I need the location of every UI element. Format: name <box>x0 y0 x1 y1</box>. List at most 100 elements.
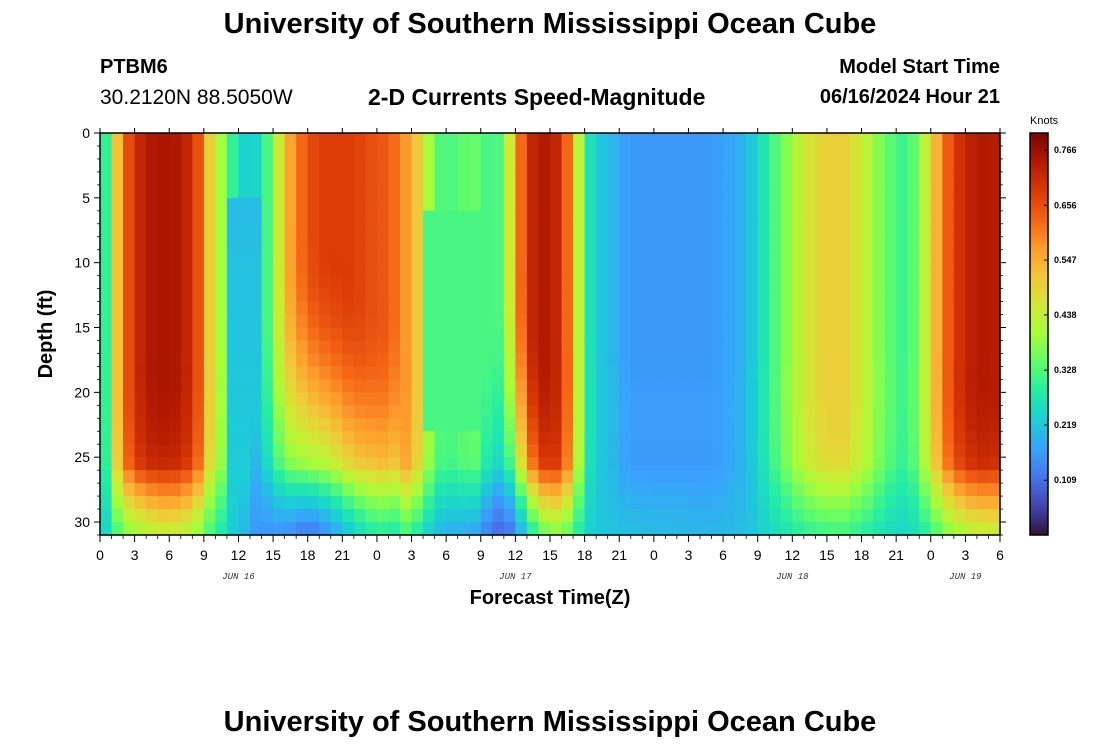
heatmap-cell <box>400 418 413 432</box>
heatmap-cell <box>861 392 874 406</box>
heatmap-cell <box>284 301 297 316</box>
heatmap-cell <box>365 197 378 212</box>
heatmap-cell <box>169 444 182 458</box>
heatmap-cell <box>826 275 840 290</box>
heatmap-cell <box>688 301 701 316</box>
heatmap-cell <box>261 366 274 380</box>
heatmap-cell <box>988 509 1001 523</box>
heatmap-cell <box>146 340 159 355</box>
heatmap-cell <box>757 405 770 419</box>
heatmap-cell <box>157 133 170 147</box>
heatmap-cell <box>492 301 505 316</box>
heatmap-cell <box>307 496 320 510</box>
heatmap-cell <box>342 470 355 484</box>
heatmap-cell <box>711 431 724 445</box>
heatmap-cell <box>423 314 436 329</box>
heatmap-cell <box>907 301 920 316</box>
heatmap-cell <box>596 457 609 471</box>
heatmap-cell <box>180 145 193 160</box>
heatmap-cell <box>988 392 1001 406</box>
heatmap-cell <box>746 470 759 484</box>
heatmap-cell <box>573 327 586 342</box>
heatmap-cell <box>676 314 690 329</box>
heatmap-cell <box>503 275 516 290</box>
heatmap-cell <box>538 509 551 523</box>
heatmap-cell <box>469 340 482 355</box>
heatmap-cell <box>261 158 274 173</box>
heatmap-cell <box>873 158 886 173</box>
heatmap-cell <box>953 236 966 251</box>
heatmap-cell <box>226 392 240 406</box>
heatmap-cell <box>376 509 390 523</box>
heatmap-cell <box>826 236 840 251</box>
heatmap-cell <box>550 223 563 238</box>
heatmap-cell <box>446 327 459 342</box>
heatmap-cell <box>100 353 113 368</box>
model-start-label: Model Start Time <box>839 56 1000 78</box>
heatmap-cell <box>376 275 390 290</box>
heatmap-cell <box>573 171 586 186</box>
heatmap-cell <box>469 470 482 484</box>
x-tick-label: 3 <box>408 547 416 563</box>
heatmap-cell <box>676 496 690 510</box>
heatmap-cell <box>146 366 159 380</box>
heatmap-cell <box>803 288 816 303</box>
heatmap-cell <box>100 249 113 264</box>
heatmap-cell <box>757 444 770 458</box>
heatmap-cell <box>607 457 620 471</box>
heatmap-cell <box>769 197 782 212</box>
heatmap-cell <box>411 353 424 368</box>
heatmap-cell <box>838 444 851 458</box>
heatmap-cell <box>746 210 759 225</box>
heatmap-cell <box>965 314 978 329</box>
heatmap-cell <box>953 145 966 160</box>
heatmap-cell <box>342 288 355 303</box>
heatmap-cell <box>157 288 170 303</box>
heatmap-cell <box>353 405 366 419</box>
heatmap-cell <box>192 405 205 419</box>
heatmap-cell <box>769 340 782 355</box>
heatmap-cell <box>111 249 124 264</box>
heatmap-cell <box>261 405 274 419</box>
heatmap-cell <box>503 171 516 186</box>
heatmap-cell <box>550 431 563 445</box>
heatmap-cell <box>723 210 736 225</box>
heatmap-cell <box>273 483 286 497</box>
heatmap-cell <box>815 262 828 277</box>
heatmap-cell <box>861 171 874 186</box>
x-tick-label: 18 <box>300 547 316 563</box>
heatmap-cell <box>873 470 886 484</box>
heatmap-cell <box>215 327 228 342</box>
heatmap-cell <box>457 509 470 523</box>
heatmap-cell <box>157 158 170 173</box>
heatmap-cell <box>284 158 297 173</box>
heatmap-cell <box>307 184 320 199</box>
heatmap-cell <box>815 327 828 342</box>
heatmap-cell <box>850 249 863 264</box>
heatmap-cell <box>215 483 228 497</box>
heatmap-cell <box>180 133 193 147</box>
heatmap-cell <box>607 184 620 199</box>
heatmap-cell <box>630 405 643 419</box>
heatmap-cell <box>365 288 378 303</box>
heatmap-cell <box>169 457 182 471</box>
heatmap-cell <box>538 418 551 432</box>
heatmap-cell <box>353 262 366 277</box>
heatmap-cell <box>619 366 632 380</box>
heatmap-cell <box>538 301 551 316</box>
heatmap-cell <box>896 301 909 316</box>
heatmap-cell <box>238 366 251 380</box>
heatmap-cell <box>976 405 990 419</box>
heatmap-cell <box>757 314 770 329</box>
heatmap-cell <box>584 158 597 173</box>
heatmap-cell <box>434 184 447 199</box>
heatmap-cell <box>400 262 413 277</box>
heatmap-cell <box>388 184 401 199</box>
heatmap-cell <box>492 522 505 536</box>
heatmap-cell <box>688 236 701 251</box>
heatmap-cell <box>146 444 159 458</box>
heatmap-cell <box>273 275 286 290</box>
heatmap-cell <box>953 301 966 316</box>
heatmap-cell <box>180 509 193 523</box>
heatmap-cell <box>815 366 828 380</box>
